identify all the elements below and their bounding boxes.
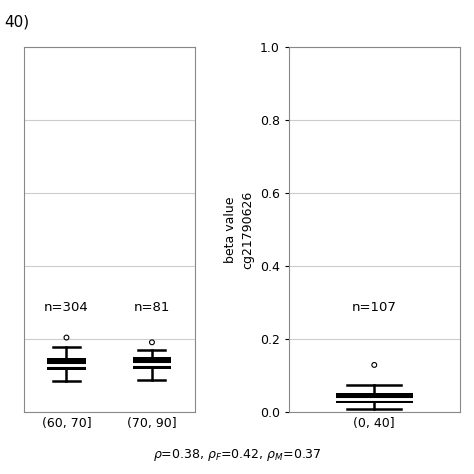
- Text: n=304: n=304: [44, 301, 89, 314]
- Y-axis label: beta value
cg21790626: beta value cg21790626: [224, 191, 254, 269]
- Point: [371, 361, 378, 369]
- Text: 40): 40): [5, 14, 30, 29]
- Point: [63, 334, 70, 341]
- Point: [148, 338, 156, 346]
- Text: n=107: n=107: [352, 301, 397, 314]
- Bar: [336, 393, 413, 403]
- Bar: [133, 356, 171, 369]
- Bar: [47, 358, 86, 370]
- Text: n=81: n=81: [134, 301, 170, 314]
- Text: $\rho$=0.38, $\rho_F$=0.42, $\rho_M$=0.37: $\rho$=0.38, $\rho_F$=0.42, $\rho_M$=0.3…: [153, 447, 321, 463]
